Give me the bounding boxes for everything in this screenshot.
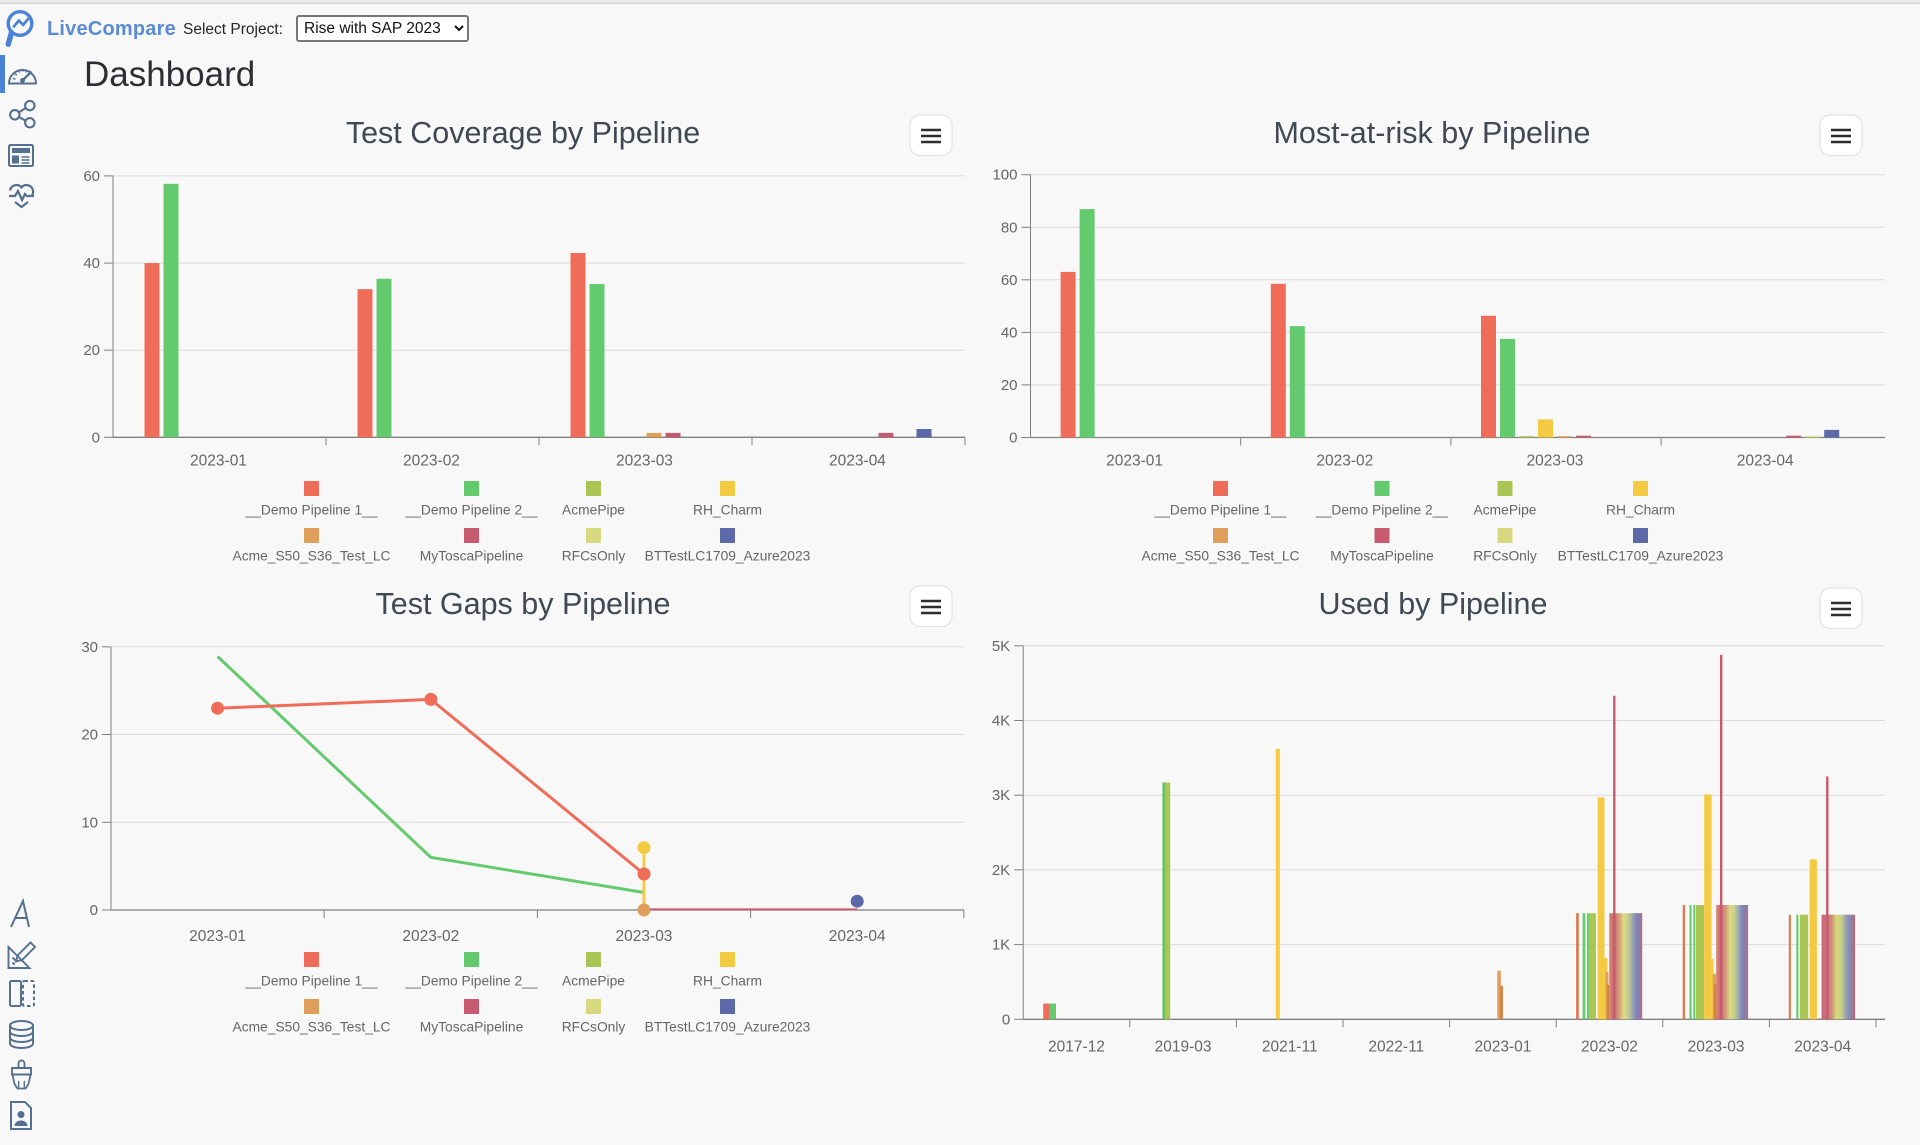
svg-text:2023-04: 2023-04 — [829, 928, 886, 945]
svg-text:Acme_S50_S36_Test_LC: Acme_S50_S36_Test_LC — [233, 1020, 391, 1035]
svg-text:2023-01: 2023-01 — [1106, 453, 1163, 470]
svg-text:2023-01: 2023-01 — [189, 928, 246, 945]
svg-text:RH_Charm: RH_Charm — [693, 974, 762, 989]
svg-text:20: 20 — [81, 727, 98, 744]
svg-text:__Demo Pipeline 1__: __Demo Pipeline 1__ — [1154, 503, 1287, 518]
svg-text:2023-02: 2023-02 — [402, 928, 459, 945]
svg-text:__Demo Pipeline 1__: __Demo Pipeline 1__ — [245, 503, 378, 518]
svg-text:Test Gaps by Pipeline: Test Gaps by Pipeline — [376, 587, 671, 621]
svg-text:100: 100 — [992, 167, 1017, 184]
svg-text:2021-11: 2021-11 — [1262, 1038, 1318, 1055]
svg-text:3K: 3K — [992, 787, 1010, 804]
svg-text:10: 10 — [81, 814, 98, 831]
svg-text:__Demo Pipeline 2__: __Demo Pipeline 2__ — [405, 503, 538, 518]
svg-text:Test Coverage by Pipeline: Test Coverage by Pipeline — [346, 116, 700, 150]
svg-text:5K: 5K — [992, 638, 1010, 655]
svg-text:2023-01: 2023-01 — [190, 452, 247, 469]
svg-text:2023-02: 2023-02 — [1581, 1038, 1638, 1055]
svg-text:2023-03: 2023-03 — [616, 452, 673, 469]
svg-text:__Demo Pipeline 2__: __Demo Pipeline 2__ — [405, 974, 538, 989]
svg-text:2023-04: 2023-04 — [1737, 453, 1794, 470]
svg-text:0: 0 — [1002, 1011, 1010, 1028]
svg-text:40: 40 — [1001, 324, 1018, 341]
svg-text:BTTestLC1709_Azure2023: BTTestLC1709_Azure2023 — [645, 1020, 811, 1035]
svg-text:2023-03: 2023-03 — [1527, 453, 1584, 470]
svg-text:__Demo Pipeline 2__: __Demo Pipeline 2__ — [1315, 503, 1448, 518]
svg-text:RFCsOnly: RFCsOnly — [1473, 549, 1537, 564]
svg-text:30: 30 — [81, 639, 98, 656]
svg-text:60: 60 — [83, 168, 100, 185]
svg-text:2023-04: 2023-04 — [1794, 1038, 1851, 1055]
svg-text:BTTestLC1709_Azure2023: BTTestLC1709_Azure2023 — [1558, 549, 1724, 564]
svg-text:1K: 1K — [992, 937, 1010, 954]
svg-text:RFCsOnly: RFCsOnly — [562, 1020, 626, 1035]
svg-text:Most-at-risk by Pipeline: Most-at-risk by Pipeline — [1274, 116, 1591, 150]
svg-text:20: 20 — [1001, 377, 1018, 394]
svg-text:__Demo Pipeline 1__: __Demo Pipeline 1__ — [245, 974, 378, 989]
svg-text:BTTestLC1709_Azure2023: BTTestLC1709_Azure2023 — [645, 549, 811, 564]
svg-text:60: 60 — [1001, 272, 1018, 289]
svg-text:80: 80 — [1001, 219, 1018, 236]
svg-text:Acme_S50_S36_Test_LC: Acme_S50_S36_Test_LC — [233, 549, 391, 564]
svg-text:Used by Pipeline: Used by Pipeline — [1319, 587, 1548, 621]
svg-text:2023-03: 2023-03 — [1688, 1038, 1745, 1055]
svg-text:RH_Charm: RH_Charm — [693, 503, 762, 518]
svg-text:20: 20 — [83, 342, 100, 359]
svg-text:2019-03: 2019-03 — [1155, 1038, 1212, 1055]
svg-text:40: 40 — [83, 255, 100, 272]
svg-text:MyToscaPipeline: MyToscaPipeline — [1330, 549, 1434, 564]
svg-text:2K: 2K — [992, 862, 1010, 879]
svg-text:2017-12: 2017-12 — [1048, 1038, 1105, 1055]
svg-text:2023-03: 2023-03 — [616, 928, 673, 945]
svg-text:MyToscaPipeline: MyToscaPipeline — [420, 1020, 524, 1035]
svg-text:2023-02: 2023-02 — [403, 452, 460, 469]
svg-text:4K: 4K — [992, 713, 1010, 730]
svg-text:2023-04: 2023-04 — [829, 452, 886, 469]
svg-text:0: 0 — [1009, 430, 1017, 447]
svg-text:AcmePipe: AcmePipe — [562, 974, 625, 989]
svg-text:AcmePipe: AcmePipe — [562, 503, 625, 518]
svg-text:2023-01: 2023-01 — [1474, 1038, 1531, 1055]
svg-text:2022-11: 2022-11 — [1368, 1038, 1424, 1055]
svg-text:0: 0 — [92, 429, 100, 446]
svg-text:0: 0 — [90, 902, 98, 919]
svg-text:MyToscaPipeline: MyToscaPipeline — [420, 549, 524, 564]
svg-text:AcmePipe: AcmePipe — [1474, 503, 1537, 518]
svg-text:2023-02: 2023-02 — [1316, 453, 1373, 470]
svg-text:RFCsOnly: RFCsOnly — [562, 549, 626, 564]
svg-text:Acme_S50_S36_Test_LC: Acme_S50_S36_Test_LC — [1142, 549, 1300, 564]
svg-text:RH_Charm: RH_Charm — [1606, 503, 1675, 518]
